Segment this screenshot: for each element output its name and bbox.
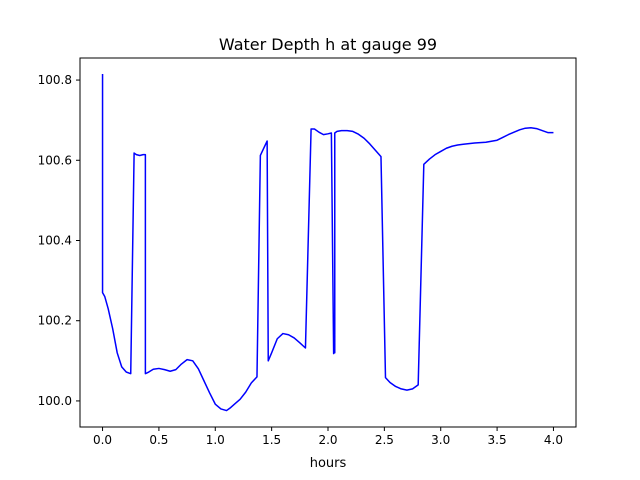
y-axis: 100.0 100.2 100.4 100.6 100.8 [38,73,80,408]
x-tick-label: 0.5 [149,433,168,447]
series-line [101,74,554,412]
y-tick-label: 100.6 [38,153,72,167]
x-tick-label: 0.0 [93,433,112,447]
y-tick-label: 100.8 [38,73,72,87]
chart-title: Water Depth h at gauge 99 [219,35,437,54]
x-tick-label: 1.5 [262,433,281,447]
x-tick-label: 3.5 [488,433,507,447]
y-tick-label: 100.0 [38,394,72,408]
x-axis-label: hours [310,456,347,471]
x-tick-label: 2.5 [375,433,394,447]
x-tick-label: 4.0 [544,433,563,447]
x-tick-label: 3.0 [431,433,450,447]
x-axis: 0.0 0.5 1.0 1.5 2.0 2.5 3.0 3.5 4.0 [93,427,563,447]
x-tick-label: 1.0 [206,433,225,447]
x-tick-label: 2.0 [318,433,337,447]
y-tick-label: 100.4 [38,233,72,247]
plot-frame [79,57,577,428]
y-tick-label: 100.2 [38,314,72,328]
